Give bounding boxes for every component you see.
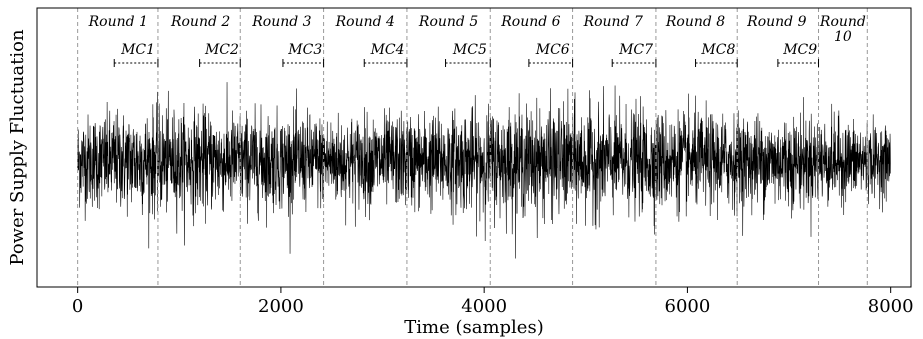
mc-label: MC1 (120, 42, 155, 58)
round-label: Round 8 (665, 14, 725, 30)
round-label: Round 5 (418, 14, 478, 30)
round-label: Round 3 (251, 14, 311, 30)
x-tick-label: 8000 (868, 296, 914, 317)
plot-frame (36, 7, 912, 288)
mc-label: MC2 (204, 42, 239, 58)
mc-label: MC3 (287, 42, 322, 58)
x-tick-label: 6000 (665, 296, 711, 317)
x-tick-label: 0 (72, 296, 83, 317)
round-label: Round 4 (335, 14, 395, 30)
round-label: Round 2 (170, 14, 230, 30)
round-label: Round 7 (583, 14, 643, 30)
x-axis-label: Time (samples) (404, 317, 543, 338)
x-axis: 0 2000 4000 6000 8000 (72, 287, 914, 317)
round-label: 10 (834, 29, 852, 45)
mc-label: MC5 (452, 42, 487, 58)
mc-label: MC8 (700, 42, 735, 58)
signal-layer (77, 82, 891, 259)
round-label: Round 9 (746, 14, 806, 30)
x-tick-label: 2000 (258, 296, 304, 317)
round-label: Round (819, 14, 866, 30)
signal-trace (77, 82, 891, 259)
x-tick-label: 4000 (461, 296, 507, 317)
annotation-layer: Round 1 Round 2 Round 3 Round 4 Round 5 Round… (88, 14, 866, 67)
round-label: Round 6 (500, 14, 560, 30)
y-axis-label: Power Supply Fluctuation (7, 29, 28, 266)
round-label: Round 1 (88, 14, 148, 30)
round-boundaries (77, 8, 868, 287)
mc-label: MC6 (535, 42, 570, 58)
mc-label: MC4 (370, 42, 405, 58)
mc-label: MC7 (618, 42, 653, 58)
mc-label: MC9 (782, 42, 817, 58)
